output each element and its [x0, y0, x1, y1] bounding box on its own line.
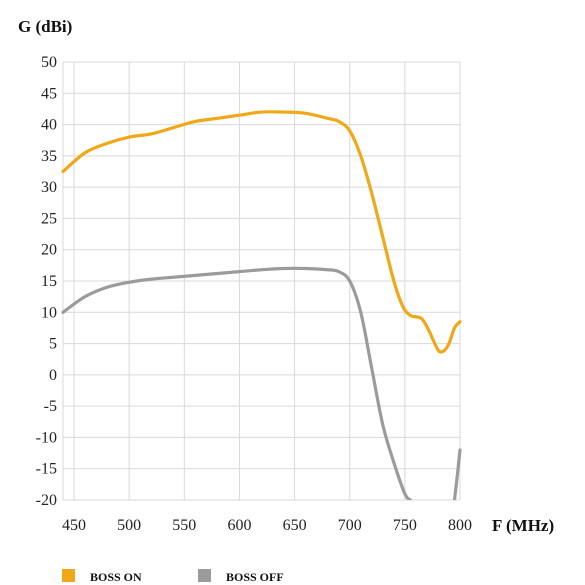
x-tick-label: 750 [393, 517, 417, 534]
x-tick-label: 500 [117, 517, 141, 534]
x-tick-label: 700 [338, 517, 362, 534]
x-tick-label: 650 [283, 517, 307, 534]
x-tick-label: 800 [448, 517, 472, 534]
y-tick-label: 45 [41, 85, 57, 102]
y-tick-label: 40 [41, 117, 57, 134]
x-tick-label: 450 [62, 517, 86, 534]
y-tick-label: 15 [41, 273, 57, 290]
x-tick-label: 600 [227, 517, 251, 534]
y-tick-label: -5 [44, 398, 57, 415]
series-line-boss-off [61, 266, 412, 500]
legend: BOSS ON BOSS OFF [62, 569, 284, 584]
y-tick-label: 25 [41, 210, 57, 227]
legend-swatch [62, 569, 75, 582]
y-tick-label: 50 [41, 54, 57, 71]
y-tick-label: -10 [36, 429, 57, 446]
x-axis-label: F (MHz) [492, 516, 554, 535]
y-axis-label: G (dBi) [18, 17, 72, 36]
y-tick-label: 10 [41, 304, 57, 321]
y-tick-label: 0 [49, 367, 57, 384]
grid [62, 61, 461, 501]
y-tick-label: -20 [36, 492, 57, 509]
legend-label: BOSS ON [90, 570, 142, 584]
legend-label: BOSS OFF [226, 570, 284, 584]
y-tick-label: 35 [41, 148, 57, 165]
series-line-extra [452, 448, 462, 500]
x-tick-label: 550 [172, 517, 196, 534]
y-tick-label: -15 [36, 461, 57, 478]
y-tick-label: 5 [49, 336, 57, 353]
series-lines [61, 110, 462, 500]
series-line-boss-on [61, 110, 462, 354]
y-tick-label: 30 [41, 179, 57, 196]
legend-swatch [198, 569, 211, 582]
y-tick-label: 20 [41, 242, 57, 259]
